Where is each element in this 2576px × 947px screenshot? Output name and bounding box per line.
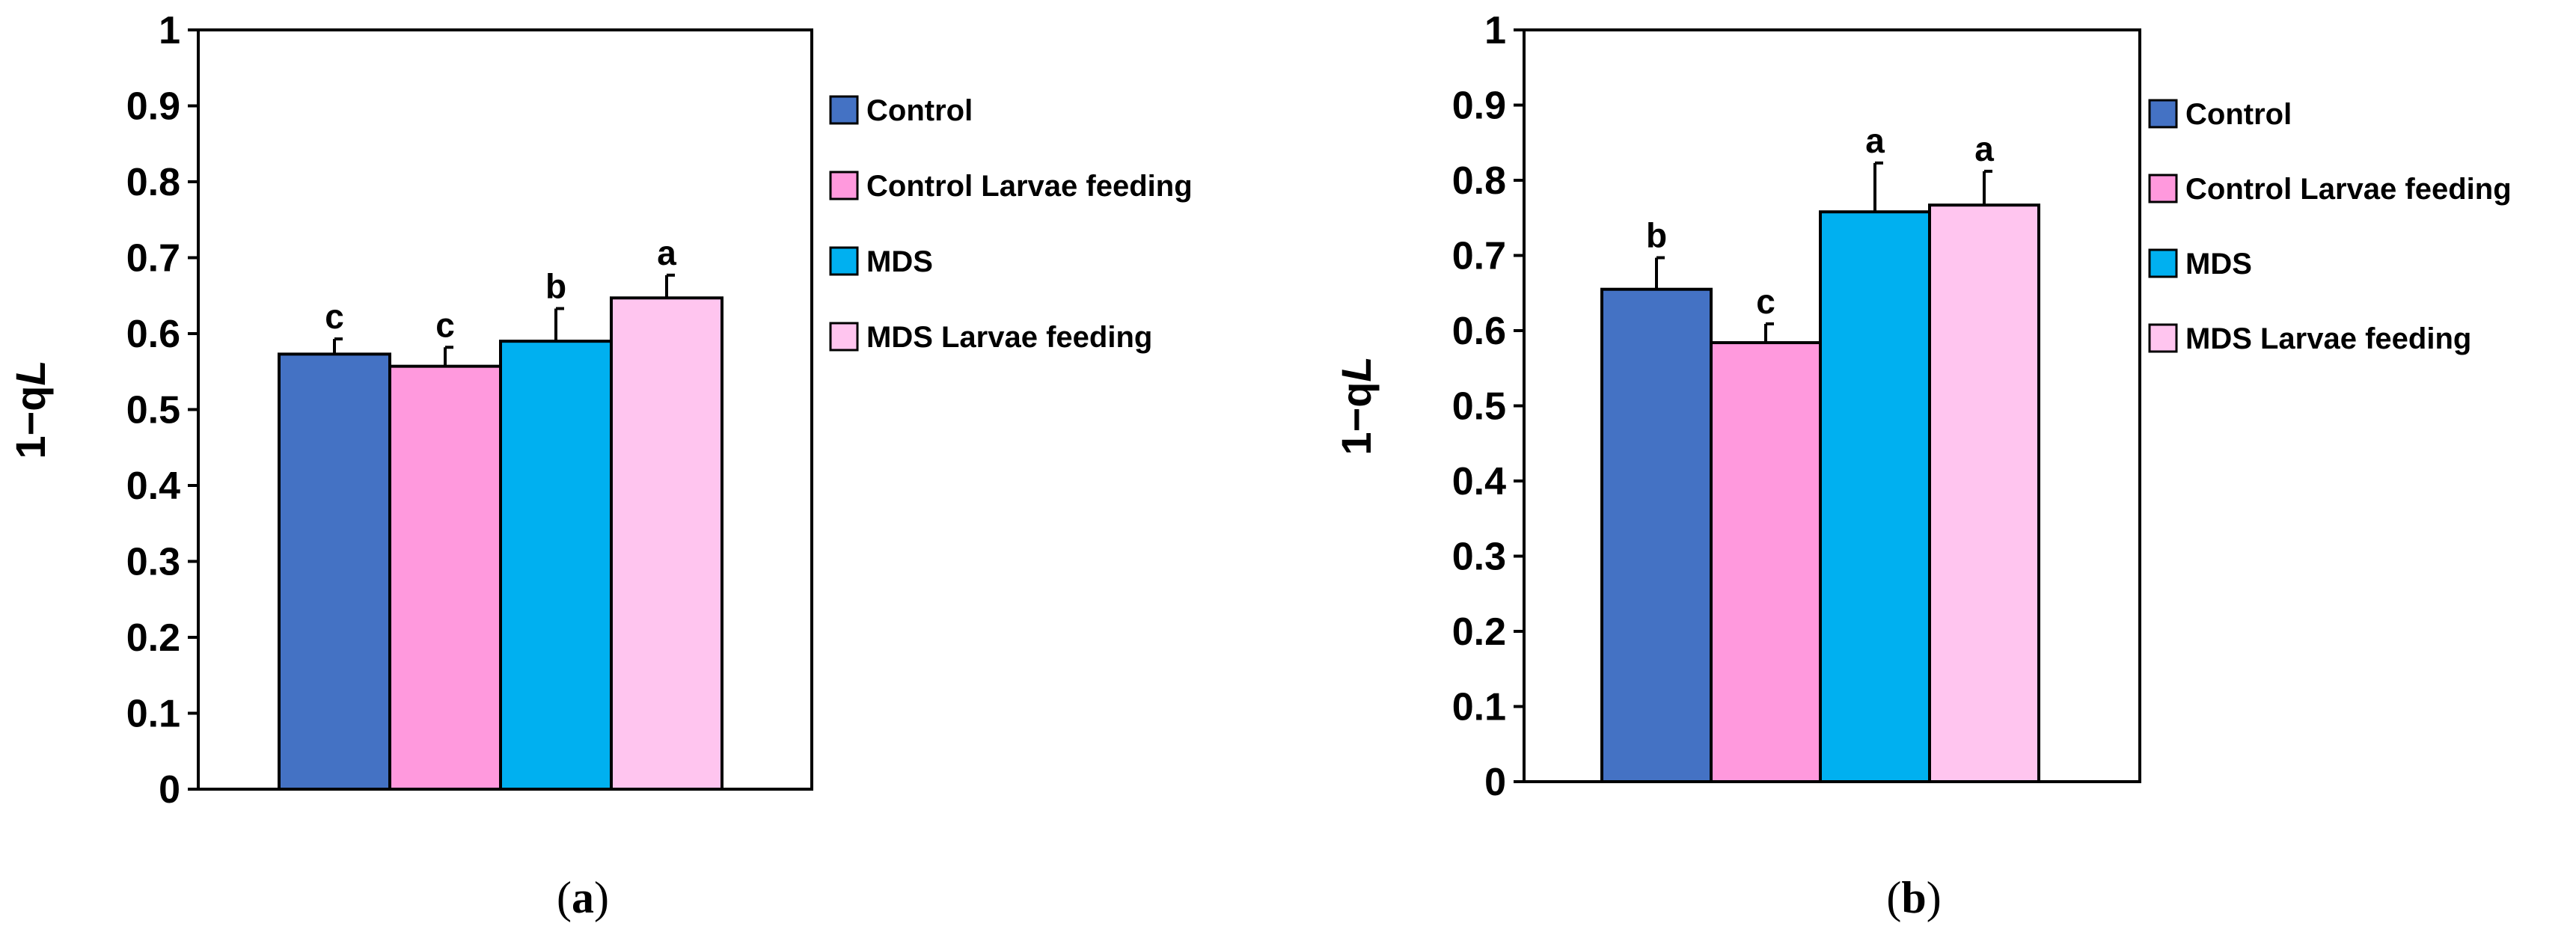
bar: [1600, 287, 1713, 784]
legend-label: MDS Larvae feeding: [2185, 322, 2471, 355]
legend-label: Control: [866, 94, 973, 127]
y-axis-title-subscript: L: [1333, 356, 1380, 381]
y-axis-title-prefix: 1−q: [1333, 382, 1380, 456]
y-tick-label: 0.4: [1452, 460, 1506, 503]
y-tick-label: 0.8: [1452, 159, 1506, 203]
bar: [610, 296, 723, 791]
y-tick-label: 0.4: [126, 465, 180, 508]
y-tick-label: 0.5: [1452, 385, 1506, 429]
y-tick-label: 0.2: [126, 616, 180, 660]
y-tick-label: 0.3: [1452, 536, 1506, 579]
significance-letter: c: [325, 297, 344, 336]
y-tick-label: 0.6: [126, 313, 180, 356]
legend-label: MDS: [866, 245, 933, 278]
y-tick-label: 0.8: [126, 161, 180, 204]
panel-label-letter: b: [1901, 873, 1926, 922]
bar: [1710, 341, 1822, 783]
y-axis-title: 1−qL: [1333, 356, 1380, 455]
significance-letter: a: [657, 233, 676, 272]
significance-letter: c: [1756, 282, 1775, 321]
significance-letter: c: [435, 305, 455, 344]
legend-swatch: [2148, 174, 2178, 203]
legend-swatch: [829, 322, 859, 352]
panel-label-open: (: [557, 873, 572, 922]
y-axis-title-subscript: L: [7, 360, 54, 385]
significance-letter: a: [1974, 129, 1994, 168]
legend-swatch: [829, 246, 859, 276]
y-tick-label: 0.3: [126, 541, 180, 584]
significance-letter: b: [1646, 216, 1667, 255]
panel-label-close: ): [594, 873, 609, 922]
legend-label: Control Larvae feeding: [866, 170, 1193, 203]
y-tick-label: 0.2: [1452, 610, 1506, 654]
panel-label: (b): [1886, 873, 1941, 922]
y-tick-label: 0.9: [126, 85, 180, 129]
y-tick-label: 1: [159, 9, 180, 52]
y-tick-label: 0.7: [1452, 235, 1506, 278]
bar: [278, 352, 391, 791]
significance-letter: b: [545, 267, 566, 306]
bar: [388, 364, 502, 791]
bar: [1928, 203, 2040, 784]
panel-label-close: ): [1927, 873, 1942, 922]
legend-swatch: [2148, 323, 2178, 353]
legend-swatch: [2148, 248, 2178, 278]
y-tick-label: 0.6: [1452, 310, 1506, 353]
y-axis-title: 1−qL: [7, 360, 54, 459]
y-tick-label: 0: [159, 768, 180, 812]
legend-label: Control Larvae feeding: [2185, 173, 2512, 206]
y-tick-label: 0.7: [126, 237, 180, 281]
panel-label-open: (: [1886, 873, 1901, 922]
bar: [1819, 210, 1931, 783]
panel-a: 00.10.20.30.40.50.60.70.80.911−qLc cbaCon…: [7, 9, 1193, 922]
legend-swatch: [2148, 99, 2178, 129]
y-tick-label: 0.1: [126, 693, 180, 736]
panel-label-letter: a: [572, 873, 594, 922]
y-tick-label: 0.9: [1452, 85, 1506, 128]
significance-letter: a: [1865, 121, 1885, 160]
legend-label: MDS: [2185, 248, 2252, 281]
legend-swatch: [829, 95, 859, 125]
panel-label: (a): [557, 873, 609, 922]
y-tick-label: 0: [1484, 761, 1506, 804]
legend-label: Control: [2185, 98, 2292, 131]
bar: [499, 340, 613, 791]
y-tick-label: 1: [1484, 9, 1506, 52]
y-tick-label: 0.1: [1452, 686, 1506, 729]
legend-swatch: [829, 171, 859, 200]
y-axis-title-prefix: 1−q: [7, 386, 54, 459]
legend-label: MDS Larvae feeding: [866, 321, 1152, 354]
y-tick-label: 0.5: [126, 389, 180, 432]
